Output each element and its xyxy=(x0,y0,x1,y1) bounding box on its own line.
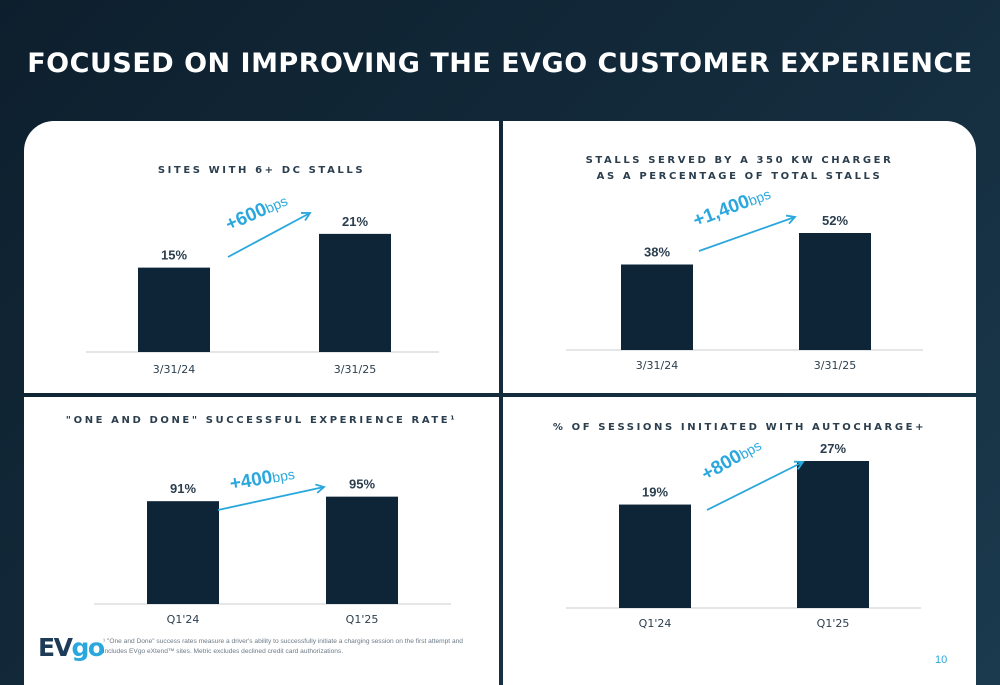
category-tick-label: 3/31/25 xyxy=(334,363,376,376)
evgo-logo: EVgo xyxy=(38,633,105,662)
category-tick-label: Q1'24 xyxy=(639,617,672,630)
bar-value-label: 21% xyxy=(342,214,368,229)
panel-title-line: "ONE AND DONE" SUCCESSFUL EXPERIENCE RAT… xyxy=(65,415,458,426)
bar xyxy=(319,233,391,352)
change-annotation-number: +1,400 xyxy=(690,191,752,232)
footnote-line: includes EVgo eXtend™ sites. Metric excl… xyxy=(103,647,344,655)
bar xyxy=(621,264,693,350)
change-arrow-line xyxy=(227,212,311,258)
category-tick-label: Q1'25 xyxy=(346,613,379,626)
change-annotation-number: +400 xyxy=(228,467,274,495)
logo-ev: EV xyxy=(38,633,73,662)
bar-value-label: 91% xyxy=(170,481,196,496)
change-arrow-line xyxy=(217,486,325,511)
change-arrow-head xyxy=(300,212,312,222)
bar xyxy=(326,496,398,604)
footnote: ¹ "One and Done" success rates measure a… xyxy=(103,637,503,656)
bar xyxy=(147,501,219,604)
bar-value-label: 15% xyxy=(161,248,187,263)
panel-title: "ONE AND DONE" SUCCESSFUL EXPERIENCE RAT… xyxy=(24,413,499,429)
panel-title-line: STALLS SERVED BY A 350 KW CHARGER xyxy=(585,155,894,166)
panel-350kw-stalls: STALLS SERVED BY A 350 KW CHARGER AS A P… xyxy=(503,121,976,393)
panel-one-and-done: "ONE AND DONE" SUCCESSFUL EXPERIENCE RAT… xyxy=(24,397,499,685)
change-arrow-line xyxy=(698,216,796,252)
change-annotation: +400bps xyxy=(228,463,296,495)
footnote-line: ¹ "One and Done" success rates measure a… xyxy=(103,638,463,645)
change-annotation-unit: bps xyxy=(263,193,290,217)
bar-value-label: 95% xyxy=(349,477,375,492)
panel-title-line: AS A PERCENTAGE OF TOTAL STALLS xyxy=(596,171,883,182)
change-arrow-head xyxy=(315,483,326,494)
change-arrow-head xyxy=(793,460,805,470)
panel-title: % OF SESSIONS INITIATED WITH AUTOCHARGE+ xyxy=(503,420,976,436)
change-arrow-head xyxy=(785,214,797,225)
panel-title: SITES WITH 6+ DC STALLS xyxy=(24,163,499,179)
change-annotation: +1,400bps xyxy=(690,183,773,232)
chart-one-and-done: 91% Q1'24 95% Q1'25 +400bps xyxy=(94,463,451,626)
panel-title-line: % OF SESSIONS INITIATED WITH AUTOCHARGE+ xyxy=(552,422,927,433)
category-tick-label: 3/31/24 xyxy=(636,359,678,372)
change-annotation-unit: bps xyxy=(271,466,296,486)
chart-autocharge: 19% Q1'24 27% Q1'25 +800bps xyxy=(566,434,921,630)
chart-350kw-stalls: 38% 3/31/24 52% 3/31/25 +1,400bps xyxy=(566,183,923,372)
bar-value-label: 38% xyxy=(644,245,670,260)
change-annotation-unit: bps xyxy=(746,186,773,209)
panel-title: STALLS SERVED BY A 350 KW CHARGER AS A P… xyxy=(503,153,976,185)
category-tick-label: Q1'25 xyxy=(817,617,850,630)
bar xyxy=(619,504,691,608)
change-annotation: +800bps xyxy=(698,434,765,485)
bar xyxy=(799,233,871,350)
category-tick-label: 3/31/25 xyxy=(814,359,856,372)
panel-title-line: SITES WITH 6+ DC STALLS xyxy=(157,165,366,176)
bar xyxy=(138,267,210,352)
bar-value-label: 19% xyxy=(642,485,668,500)
bar xyxy=(797,461,869,608)
page-title: FOCUSED ON IMPROVING THE EVGO CUSTOMER E… xyxy=(27,48,973,79)
panel-autocharge: % OF SESSIONS INITIATED WITH AUTOCHARGE+… xyxy=(503,397,976,685)
change-arrow-line xyxy=(706,461,804,511)
bar-value-label: 52% xyxy=(822,213,848,228)
page-number: 10 xyxy=(935,654,948,666)
category-tick-label: 3/31/24 xyxy=(153,363,195,376)
category-tick-label: Q1'24 xyxy=(167,613,200,626)
logo-go: go xyxy=(71,633,105,662)
bar-value-label: 27% xyxy=(820,441,846,456)
panel-sites-6-dc-stalls: SITES WITH 6+ DC STALLS 15% 3/31/24 21% 3/3… xyxy=(24,121,499,393)
